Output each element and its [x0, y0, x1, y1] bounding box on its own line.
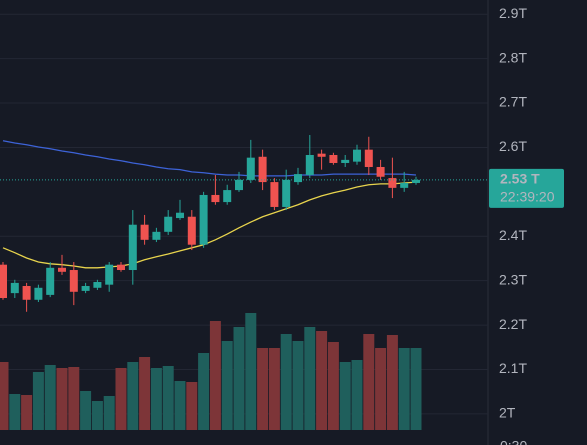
candle-body — [412, 179, 420, 183]
moving-averages — [2, 140, 417, 269]
last-price-label: 2.53 T — [500, 171, 540, 187]
candle-body — [81, 286, 90, 291]
volume-bar — [0, 362, 9, 430]
candle-body — [223, 190, 232, 203]
candle-body — [400, 182, 409, 188]
volume-bar — [268, 348, 280, 430]
candle-body — [128, 224, 137, 271]
volume-bar — [209, 321, 221, 430]
volume-bar — [316, 331, 328, 430]
candle-body — [317, 153, 326, 157]
volume-bar — [21, 395, 33, 430]
y-tick-label: 2.3T — [499, 271, 527, 287]
volume-bar — [68, 367, 80, 430]
candle-body — [10, 282, 19, 294]
candle-body — [235, 179, 243, 191]
candle-body — [105, 264, 114, 285]
candle-body — [376, 166, 385, 177]
y-tick-label: 2.9T — [499, 5, 527, 21]
candle-body — [152, 231, 161, 240]
volume-bar — [386, 335, 398, 430]
volume-bar — [139, 357, 151, 430]
volume-pane — [0, 313, 422, 430]
candle-body — [294, 174, 302, 183]
volume-bar — [327, 342, 339, 430]
volume-bar — [292, 341, 304, 430]
candle-body — [341, 159, 350, 163]
candle-body — [246, 157, 255, 180]
candle-body — [305, 154, 314, 175]
time-label: 0:30 — [500, 438, 527, 445]
volume-bar — [257, 348, 269, 430]
volume-bar — [221, 341, 233, 430]
volume-bar — [375, 348, 387, 430]
volume-bar — [363, 334, 375, 430]
volume-bar — [56, 368, 68, 430]
volume-bar — [304, 327, 316, 430]
volume-bar — [32, 372, 44, 430]
candle-body — [164, 216, 173, 232]
volume-bar — [150, 368, 162, 430]
candle-body — [22, 286, 31, 300]
candle-body — [140, 224, 149, 240]
volume-bar — [410, 348, 422, 430]
candle-body — [58, 267, 66, 272]
volume-bar — [233, 327, 245, 430]
y-tick-label: 2.8T — [499, 49, 527, 65]
countdown-label: 22:39:20 — [500, 189, 555, 205]
candle-body — [270, 182, 279, 207]
last-price-badge — [489, 168, 564, 208]
volume-bar — [103, 396, 115, 430]
candle-body — [69, 270, 78, 292]
volume-bar — [80, 391, 92, 430]
y-tick-label: 2.4T — [499, 227, 527, 243]
candle-body — [199, 194, 208, 245]
volume-bar — [280, 334, 292, 430]
candle-body — [258, 156, 267, 183]
volume-bar — [174, 381, 186, 430]
candle-body — [46, 267, 55, 295]
candle-body — [187, 216, 196, 245]
volume-bar — [245, 313, 257, 430]
volume-bar — [115, 368, 127, 430]
y-tick-label: 2.6T — [499, 138, 527, 154]
volume-bar — [162, 366, 174, 430]
volume-bar — [186, 382, 198, 430]
volume-bar — [91, 401, 103, 430]
volume-bar — [44, 365, 56, 430]
volume-bar — [398, 348, 410, 430]
volume-bar — [9, 394, 21, 430]
volume-bar — [198, 353, 210, 430]
candle-body — [211, 194, 220, 203]
moving-average-line — [2, 181, 417, 269]
candle-body — [34, 287, 43, 300]
volume-bar — [339, 362, 351, 430]
candle-body — [364, 149, 373, 167]
y-tick-label: 2.7T — [499, 94, 527, 110]
candle-body — [117, 264, 125, 271]
candle-body — [329, 154, 338, 163]
candles — [0, 135, 488, 312]
candle-body — [353, 149, 361, 162]
candle-body — [388, 178, 397, 188]
y-tick-label: 2T — [499, 405, 516, 421]
y-tick-label: 2.1T — [499, 360, 527, 376]
moving-average-line — [2, 140, 417, 177]
y-tick-label: 2.2T — [499, 316, 527, 332]
volume-bar — [127, 362, 139, 430]
candle-body — [176, 212, 184, 219]
candle-body — [0, 264, 7, 298]
candle-body — [282, 179, 291, 207]
candle-body — [93, 282, 102, 288]
volume-bar — [351, 360, 363, 430]
price-axis: 2.9T 2.8T 2.7T 2.6T 2.4T 2.3T 2.2T 2.1T 2T 2.53 T… — [489, 5, 564, 445]
